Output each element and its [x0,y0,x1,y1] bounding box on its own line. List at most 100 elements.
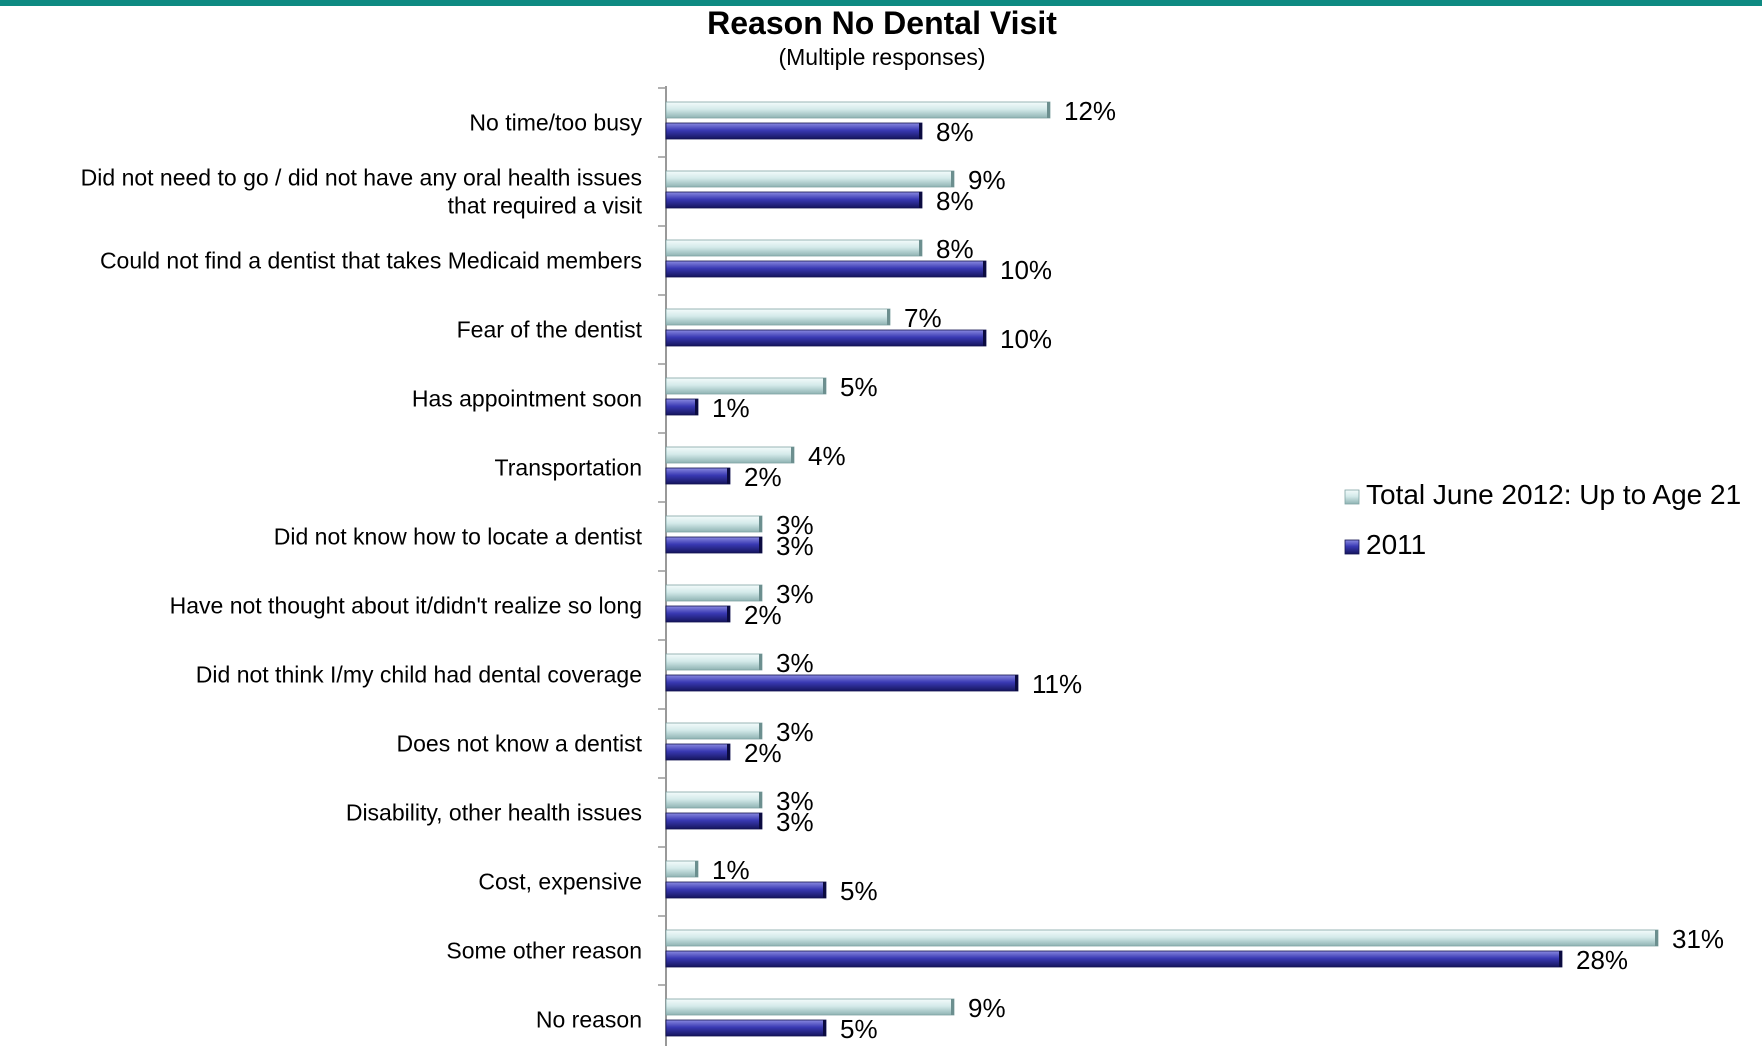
legend-swatch [1344,489,1360,505]
data-label: 9% [968,165,1006,195]
bar-end-cap [887,309,890,325]
data-label: 5% [840,372,878,402]
category-label: Disability, other health issues [346,800,642,826]
category-label-line: Could not find a dentist that takes Medi… [100,248,642,274]
bar-total-june-2012 [665,584,763,602]
category-label: Has appointment soon [412,386,642,412]
category-label: Some other reason [446,938,642,964]
data-label: 9% [968,993,1006,1023]
bar-end-cap [919,240,922,256]
bar-end-cap [727,744,730,760]
bar-total-june-2012 [665,308,891,326]
data-label: 5% [840,1014,878,1044]
bar-end-cap [727,606,730,622]
bar-end-cap [919,192,922,208]
category-label-line: Does not know a dentist [397,731,643,757]
data-label: 8% [936,117,974,147]
category-label-line: Cost, expensive [478,869,642,895]
category-label-line: Disability, other health issues [346,800,642,826]
bar-2011 [665,191,923,209]
bar-2011 [665,1019,827,1037]
bar-end-cap [983,330,986,346]
bar-2011 [665,812,763,830]
data-label: 5% [840,876,878,906]
legend-swatch [1344,539,1360,555]
chart-title: Reason No Dental Visit [707,5,1057,41]
category-label: Fear of the dentist [457,317,643,343]
data-label: 3% [776,717,814,747]
bar-2011 [665,329,987,347]
bar-end-cap [951,999,954,1015]
data-label: 3% [776,579,814,609]
bar-end-cap [1015,675,1018,691]
bar-end-cap [791,447,794,463]
data-label: 31% [1672,924,1724,954]
data-label: 2% [744,462,782,492]
bar-end-cap [759,813,762,829]
category-label-line: Have not thought about it/didn't realize… [170,593,642,619]
bar-2011 [665,950,1563,968]
category-label-line: No time/too busy [469,110,642,136]
bar-2011 [665,605,731,623]
bar-end-cap [759,723,762,739]
data-label: 12% [1064,96,1116,126]
bar-end-cap [759,537,762,553]
data-label: 3% [776,648,814,678]
bar-2011 [665,467,731,485]
data-label: 8% [936,186,974,216]
bar-end-cap [919,123,922,139]
category-label: Does not know a dentist [397,731,643,757]
data-label: 1% [712,393,750,423]
bar-total-june-2012 [665,377,827,395]
data-label: 10% [1000,324,1052,354]
bar-end-cap [695,399,698,415]
bar-total-june-2012 [665,860,699,878]
legend: Total June 2012: Up to Age 21 2011 [1344,479,1741,560]
category-label-line: Did not think I/my child had dental cove… [196,662,642,688]
bar-end-cap [759,516,762,532]
data-label: 3% [776,510,814,540]
bar-total-june-2012 [665,998,955,1016]
data-label: 7% [904,303,942,333]
category-label: Did not know how to locate a dentist [274,524,643,550]
bar-end-cap [759,792,762,808]
chart-subtitle: (Multiple responses) [778,44,985,70]
category-label-line: Transportation [495,455,642,481]
bar-total-june-2012 [665,239,923,257]
data-label: 2% [744,738,782,768]
category-label: Cost, expensive [478,869,642,895]
bar-end-cap [823,882,826,898]
data-label: 8% [936,234,974,264]
bar-end-cap [759,585,762,601]
category-label-line: Did not know how to locate a dentist [274,524,643,550]
bar-end-cap [1559,951,1562,967]
data-label: 3% [776,807,814,837]
bar-end-cap [695,861,698,877]
bar-2011 [665,122,923,140]
data-label: 10% [1000,255,1052,285]
category-label: Have not thought about it/didn't realize… [170,593,642,619]
data-label: 4% [808,441,846,471]
bar-end-cap [759,654,762,670]
bar-end-cap [1047,102,1050,118]
bar-total-june-2012 [665,515,763,533]
category-label: Did not think I/my child had dental cove… [196,662,642,688]
category-label: Did not need to go / did not have any or… [81,165,643,219]
bar-2011 [665,743,731,761]
data-label: 3% [776,531,814,561]
bar-total-june-2012 [665,791,763,809]
bar-2011 [665,398,699,416]
bar-total-june-2012 [665,446,795,464]
category-label-line: that required a visit [448,193,643,219]
category-label: Could not find a dentist that takes Medi… [100,248,642,274]
data-label: 2% [744,600,782,630]
top-accent-rule [0,0,1762,6]
data-label: 11% [1032,669,1082,699]
plot-area: No time/too busy 12% 8% Did not need to go … [81,86,1724,1046]
category-label: No reason [536,1007,642,1033]
bar-end-cap [823,378,826,394]
bar-total-june-2012 [665,929,1659,947]
bar-end-cap [727,468,730,484]
category-label-line: Some other reason [446,938,642,964]
bar-total-june-2012 [665,653,763,671]
